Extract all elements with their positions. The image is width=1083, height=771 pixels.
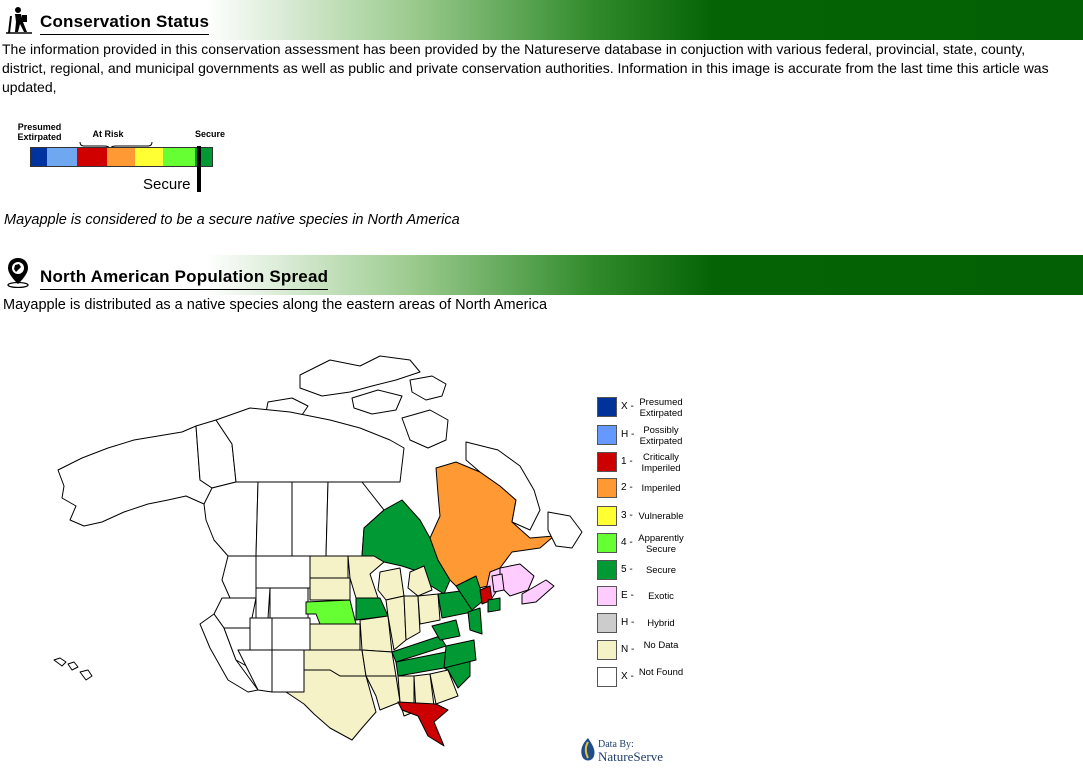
legend-swatch (597, 613, 617, 633)
legend-swatch (597, 425, 617, 445)
scale-segment (163, 148, 195, 166)
legend-swatch (597, 640, 617, 660)
legend-code: 4 - (621, 537, 633, 548)
population-statement: Mayapple is distributed as a native spec… (3, 297, 548, 313)
legend-label: Critically Imperiled (641, 452, 681, 474)
conservation-header-band (0, 0, 1083, 40)
scale-segment (47, 148, 77, 166)
legend-swatch (597, 478, 617, 498)
legend-label: Vulnerable (638, 511, 684, 522)
legend-swatch (597, 452, 617, 472)
legend-code: 2 - (621, 482, 633, 493)
legend-swatch (597, 560, 617, 580)
legend-label: Not Found (638, 667, 684, 678)
legend-code: 5 - (621, 564, 633, 575)
legend-swatch (597, 533, 617, 553)
globe-pin-icon (7, 258, 29, 288)
legend-code: H - (621, 617, 635, 628)
legend-code: N - (621, 644, 635, 655)
status-marker-label: Secure (143, 176, 191, 193)
legend-code: E - (621, 590, 634, 601)
credit-name: NatureServe (598, 749, 663, 764)
conservation-intro: The information provided in this conserv… (2, 41, 1049, 95)
legend-label: Possibly Extirpated (639, 425, 683, 447)
north-america-status-map (53, 355, 583, 747)
legend-code: 1 - (621, 456, 633, 467)
conservation-statement: Mayapple is considered to be a secure na… (4, 212, 460, 228)
status-marker (197, 146, 201, 192)
legend-label: Apparently Secure (638, 533, 684, 555)
legend-code: 3 - (621, 510, 633, 521)
legend-swatch (597, 586, 617, 606)
status-scale (30, 141, 213, 192)
scale-segment (77, 148, 107, 166)
credit-prefix: Data By: (598, 739, 634, 750)
scale-label-secure: Secure (194, 129, 226, 139)
scale-segment (107, 148, 135, 166)
population-title: North American Population Spread (40, 267, 329, 290)
conservation-title: Conservation Status (40, 12, 210, 35)
scale-label-extirpated: Presumed Extirpated (17, 122, 62, 142)
scale-segment (31, 148, 47, 166)
legend-code: X - (621, 401, 634, 412)
natureserve-logo-icon (581, 738, 595, 761)
legend-code: H - (621, 429, 635, 440)
hiker-icon (6, 7, 32, 34)
population-header-band (0, 255, 1083, 295)
legend-swatch (597, 667, 617, 687)
legend-label: No Data (643, 640, 679, 651)
legend-code: X - (621, 671, 634, 682)
legend-label: Exotic (648, 591, 674, 602)
legend-swatch (597, 506, 617, 526)
scale-segment (135, 148, 163, 166)
legend-swatch (597, 397, 617, 417)
legend-label: Presumed Extirpated (639, 397, 683, 419)
scale-label-at-risk: At Risk (92, 129, 124, 139)
legend-label: Imperiled (641, 483, 681, 494)
legend-label: Hybrid (647, 618, 675, 629)
legend-label: Secure (645, 565, 677, 576)
